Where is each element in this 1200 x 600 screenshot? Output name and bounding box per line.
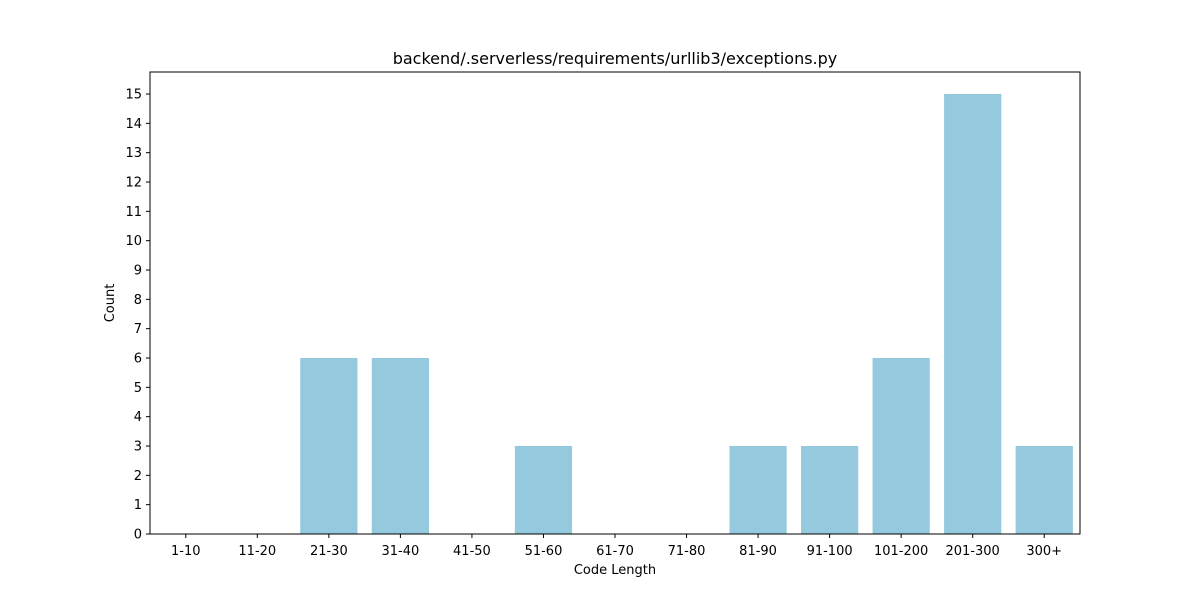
bar-51-60 [514, 446, 573, 534]
x-tick-label: 101-200 [874, 544, 928, 559]
y-tick-label: 14 [125, 117, 142, 132]
x-tick-label: 61-70 [596, 544, 634, 559]
x-tick-label: 51-60 [525, 544, 563, 559]
x-axis-title: Code Length [574, 563, 656, 578]
x-tick-label: 81-90 [739, 544, 777, 559]
x-tick-label: 31-40 [381, 544, 419, 559]
y-tick-label: 12 [125, 176, 142, 191]
x-tick-label: 201-300 [946, 544, 1000, 559]
y-tick-label: 4 [134, 410, 142, 425]
y-tick-label: 10 [125, 234, 142, 249]
chart-title: backend/.serverless/requirements/urllib3… [393, 49, 838, 68]
x-tick-label: 71-80 [668, 544, 706, 559]
y-axis-title: Count [103, 284, 118, 323]
y-tick-label: 9 [134, 264, 142, 279]
y-tick-label: 13 [125, 146, 142, 161]
x-tick-label: 1-10 [171, 544, 201, 559]
bars-layer [300, 94, 1073, 534]
x-tick-label: 41-50 [453, 544, 491, 559]
y-tick-label: 0 [134, 528, 142, 543]
y-tick-label: 7 [134, 322, 142, 337]
bar-91-100 [801, 446, 859, 534]
y-tick-label: 5 [134, 381, 142, 396]
bar-201-300 [944, 94, 1002, 534]
x-tick-label: 91-100 [807, 544, 853, 559]
y-tick-label: 1 [134, 498, 142, 513]
y-tick-label: 6 [134, 352, 142, 367]
x-tick-label: 21-30 [310, 544, 348, 559]
x-tick-label: 300+ [1026, 544, 1062, 559]
y-tick-label: 3 [134, 440, 142, 455]
bar-21-30 [300, 358, 358, 534]
plot-frame [149, 71, 1081, 535]
y-tick-label: 11 [125, 205, 142, 220]
y-tick-label: 15 [125, 88, 142, 103]
y-tick-label: 8 [134, 293, 142, 308]
bar-101-200 [872, 358, 930, 534]
x-tick-label: 11-20 [238, 544, 276, 559]
bar-31-40 [371, 358, 429, 534]
bar-81-90 [729, 446, 787, 534]
y-tick-label: 2 [134, 469, 142, 484]
x-axis: 1-10 11-20 21-30 31-40 41-50 51-60 61-70 71-80 8… [171, 534, 1062, 559]
bar-300+ [1015, 446, 1073, 534]
